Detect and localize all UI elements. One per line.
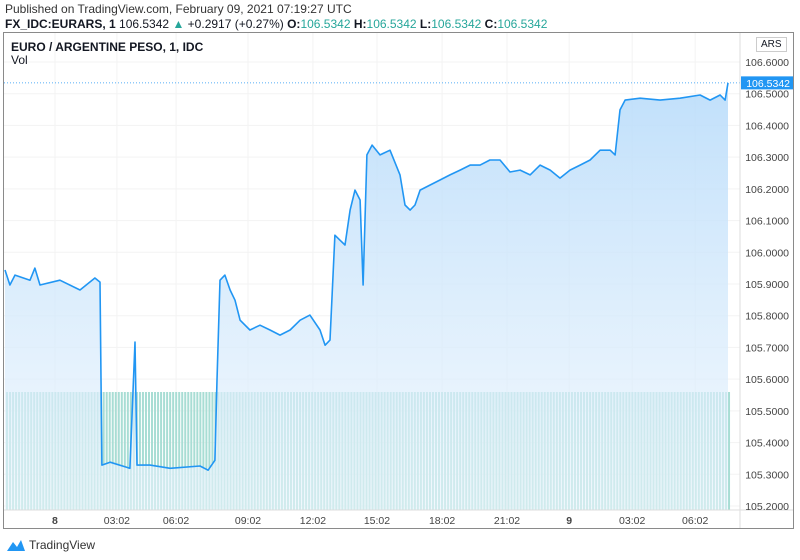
x-tick-label: 03:02 [619,515,645,527]
volume-bar [151,392,154,510]
x-tick-label: 03:02 [104,515,130,527]
y-tick-label: 106.3000 [745,152,789,164]
volume-bar [178,392,181,510]
x-tick-label: 09:02 [235,515,261,527]
x-tick-label: 15:02 [364,515,390,527]
x-tick-label: 9 [566,515,572,527]
volume-bar [181,392,184,510]
close-label: C: [484,17,498,31]
volume-legend: Vol [11,53,28,67]
volume-bar [120,392,123,510]
x-tick-label: 18:02 [429,515,455,527]
symbol-info-bar: FX_IDC:EURARS, 1 106.5342 ▲ +0.2917 (+0.… [5,17,547,31]
high-label: H: [353,17,367,31]
volume-bar [147,392,150,510]
price-area-fill [5,82,728,511]
volume-bar [111,392,114,510]
footer-brand[interactable]: TradingView [6,538,95,552]
volume-bar [172,392,175,510]
volume-bar [169,392,172,510]
y-tick-label: 105.2000 [745,501,789,513]
x-tick-label: 06:02 [163,515,189,527]
low-label: L: [419,17,432,31]
volume-bar [126,392,129,510]
high-value: 106.5342 [366,17,417,31]
volume-bar [175,392,178,510]
last-price: 106.5342 [119,17,170,31]
volume-bar [196,392,199,510]
last-price-tag [741,76,793,90]
low-value: 106.5342 [431,17,482,31]
x-tick-label: 21:02 [494,515,520,527]
volume-bar [199,392,202,510]
last-price-tag-label: 106.5342 [746,78,790,90]
volume-bar [123,392,126,510]
volume-bar [108,392,111,510]
price-change: +0.2917 (+0.27%) [187,17,284,31]
volume-bar [154,392,157,510]
tradingview-logo-icon [7,540,25,551]
brand-name: TradingView [29,538,96,552]
y-tick-label: 105.8000 [745,311,789,323]
y-tick-label: 105.3000 [745,469,789,481]
chart-frame [3,32,794,529]
price-axis[interactable]: 106.6000 106.5000 106.4000 106.3000 106.2000… [745,57,789,513]
y-tick-label: 105.7000 [745,342,789,354]
y-tick-label: 105.5000 [745,406,789,418]
symbol-name: FX_IDC:EURARS, 1 [5,17,116,31]
volume-bar [163,392,166,510]
volume-bar [105,392,108,510]
volume-bar [211,392,214,510]
volume-bar [208,392,211,510]
chart-legend-title: EURO / ARGENTINE PESO, 1, IDC [11,40,204,54]
y-tick-label: 105.6000 [745,374,789,386]
volume-bar [184,392,187,510]
volume-bar [728,392,731,510]
close-value: 106.5342 [497,17,548,31]
y-tick-label: 106.2000 [745,184,789,196]
volume-bar [141,392,144,510]
time-axis[interactable]: 8 03:02 06:02 09:02 12:02 15:02 18:02 21:02 9 03:… [52,515,708,527]
volume-bar [187,392,190,510]
volume-bar [117,392,120,510]
price-line [4,82,729,471]
currency-label[interactable]: ARS [756,37,787,52]
open-label: O: [287,17,301,31]
open-value: 106.5342 [300,17,351,31]
x-tick-label: 06:02 [682,515,708,527]
y-tick-label: 106.1000 [745,216,789,228]
y-tick-label: 105.9000 [745,279,789,291]
volume-bar [193,392,196,510]
up-arrow-icon: ▲ [172,17,185,31]
volume-bar [205,392,208,510]
x-tick-label: 12:02 [300,515,326,527]
y-tick-label: 106.4000 [745,120,789,132]
y-tick-label: 106.0000 [745,247,789,259]
volume-bar [102,392,105,510]
volume-bar [166,392,169,510]
y-tick-label: 106.6000 [745,57,789,69]
volume-bar [190,392,193,510]
y-tick-label: 106.5000 [745,89,789,101]
volume-bar [114,392,117,510]
volume-bar [202,392,205,510]
volume-bar [144,392,147,510]
volume-bar [138,392,141,510]
volume-bar [157,392,160,510]
published-caption: Published on TradingView.com, February 0… [5,2,352,16]
y-tick-label: 105.4000 [745,438,789,450]
volume-bar [160,392,163,510]
x-tick-label: 8 [52,515,58,527]
